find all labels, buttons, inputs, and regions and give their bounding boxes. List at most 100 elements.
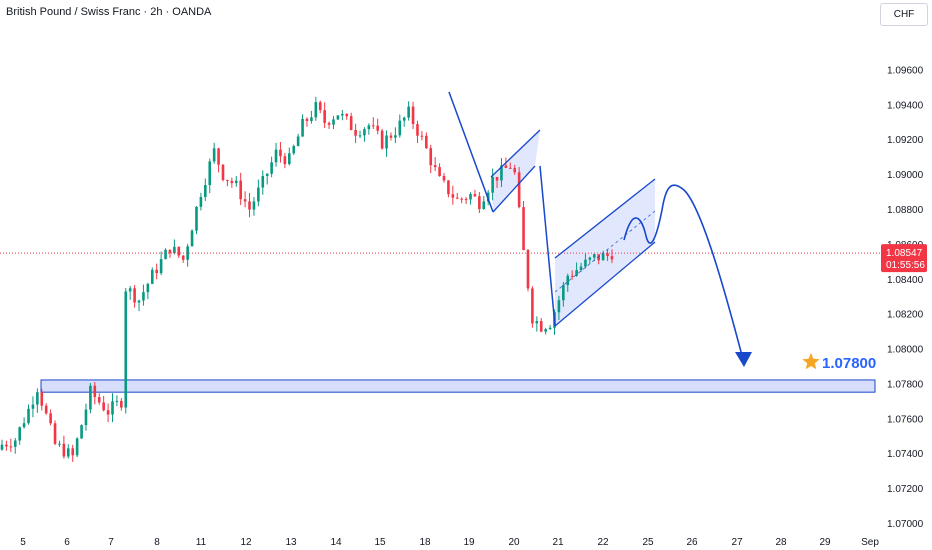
time-tick-label: 13 <box>285 537 297 548</box>
candle-body <box>89 385 92 410</box>
candle-body <box>539 321 543 332</box>
candle-body <box>288 153 291 165</box>
candle-body <box>336 115 340 120</box>
candle-body <box>442 176 446 181</box>
candle-body <box>464 199 468 201</box>
candle-body <box>460 198 463 200</box>
price-tag-value: 1.08547 <box>886 248 923 259</box>
price-tick-label: 1.08800 <box>887 205 924 216</box>
candle-body <box>0 444 4 450</box>
candle-body <box>592 254 596 258</box>
candle-body <box>208 161 212 186</box>
time-tick-label: Sep <box>861 537 879 548</box>
candle-body <box>257 187 260 202</box>
candle-body <box>416 124 419 136</box>
candle-body <box>385 135 388 149</box>
candle-body <box>509 167 512 169</box>
candle-body <box>451 194 455 198</box>
candle-body <box>296 136 300 147</box>
candle-body <box>354 130 357 136</box>
time-tick-label: 29 <box>819 537 831 548</box>
candle-body <box>71 448 75 456</box>
candle-body <box>36 392 39 405</box>
candle-body <box>230 180 234 184</box>
candle-body <box>389 135 393 138</box>
candle-body <box>9 446 13 448</box>
time-tick-label: 27 <box>731 537 743 548</box>
candle-body <box>243 199 247 202</box>
candle-body <box>97 397 101 403</box>
time-tick-label: 14 <box>330 537 342 548</box>
candle-body <box>562 285 565 301</box>
candle-body <box>279 149 282 157</box>
candle-body <box>570 275 574 277</box>
candle-body <box>433 165 437 168</box>
candle-body <box>84 409 88 426</box>
candle-body <box>248 201 251 210</box>
candle-body <box>164 249 167 260</box>
time-tick-label: 7 <box>108 537 114 548</box>
price-tick-label: 1.07800 <box>887 379 924 390</box>
candle-body <box>323 110 326 123</box>
time-axis[interactable]: 5 6 7 8 11 12 13 14 15 18 19 20 21 22 25 26 27 28 29 Sep <box>20 537 879 548</box>
time-tick-label: 12 <box>240 537 252 548</box>
price-axis[interactable]: 1.096001.094001.092001.090001.088001.086… <box>887 65 924 530</box>
time-tick-label: 6 <box>64 537 70 548</box>
candle-body <box>425 135 428 149</box>
time-tick-label: 28 <box>775 537 787 548</box>
rising-channel-upper <box>554 178 656 259</box>
currency-button[interactable]: CHF <box>880 3 928 26</box>
time-tick-label: 22 <box>597 537 609 548</box>
candle-body <box>495 176 499 181</box>
flag-channel-lower <box>492 165 536 213</box>
candle-body <box>31 404 35 409</box>
candle-body <box>349 116 353 131</box>
price-tick-label: 1.09200 <box>887 135 924 146</box>
candle-body <box>318 102 322 111</box>
price-tick-label: 1.07200 <box>887 484 924 495</box>
candle-body <box>584 259 587 267</box>
candle-body <box>491 176 494 193</box>
candle-body <box>159 259 163 274</box>
candle-body <box>181 255 185 260</box>
candle-body <box>398 120 402 136</box>
candle-body <box>327 122 331 125</box>
candle-body <box>5 444 8 447</box>
candle-body <box>204 185 207 198</box>
candle-body <box>226 179 229 181</box>
candle-body <box>283 156 287 165</box>
candle-body <box>394 135 397 138</box>
candle-body <box>575 270 578 276</box>
candle-body <box>261 175 265 188</box>
candle-body <box>601 253 605 261</box>
candle-body <box>221 164 225 180</box>
price-tick-label: 1.08000 <box>887 345 924 356</box>
candle-body <box>305 118 309 122</box>
candle-body <box>504 165 508 168</box>
time-tick-label: 25 <box>642 537 654 548</box>
candle-body <box>128 288 132 292</box>
price-tick-label: 1.07000 <box>887 519 924 530</box>
candle-body <box>212 148 216 162</box>
chart-drawings <box>40 130 876 393</box>
candle-body <box>301 118 304 137</box>
candle-body <box>588 257 592 260</box>
candle-body <box>292 146 296 154</box>
price-tick-label: 1.08200 <box>887 310 924 321</box>
time-tick-label: 5 <box>20 537 26 548</box>
candle-body <box>380 130 384 149</box>
star-icon <box>802 353 820 370</box>
candle-body <box>49 413 52 424</box>
candle-body <box>168 249 172 254</box>
flag-pole-line <box>448 91 494 213</box>
candle-body <box>133 288 136 303</box>
candles <box>0 96 614 462</box>
candle-body <box>106 410 110 415</box>
candle-body <box>358 135 362 137</box>
candle-body <box>18 427 21 441</box>
candle-body <box>155 269 158 274</box>
candle-body <box>115 400 119 402</box>
candle-body <box>40 392 44 406</box>
candle-body <box>111 401 114 415</box>
